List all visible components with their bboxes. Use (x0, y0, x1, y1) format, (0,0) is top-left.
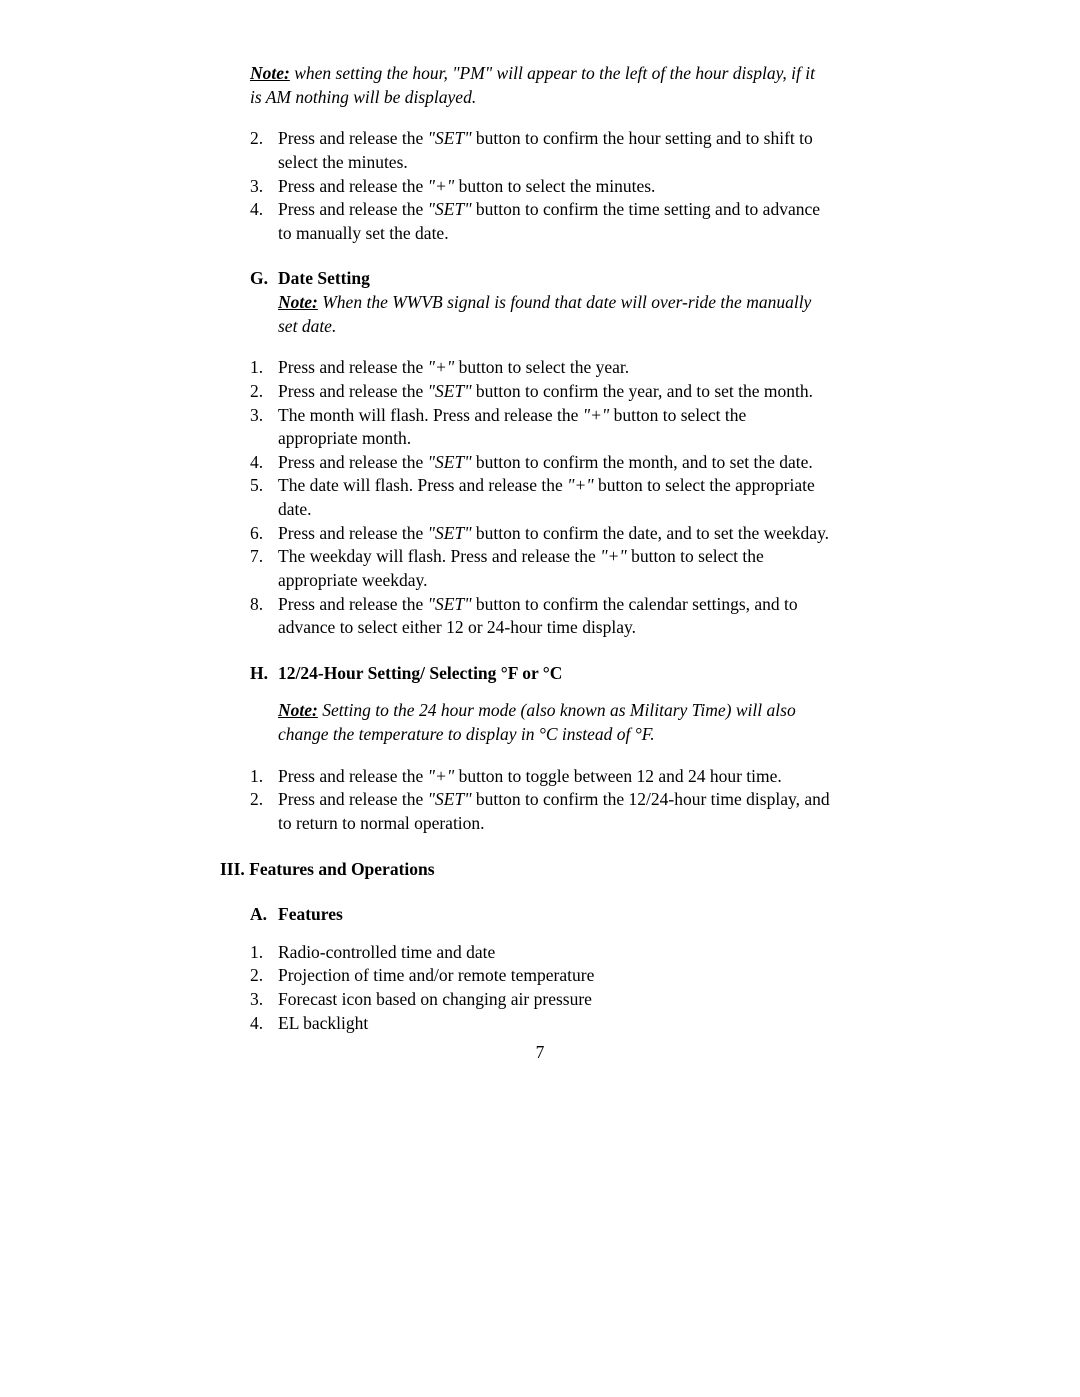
note-text: Setting to the 24 hour mode (also known … (278, 700, 796, 744)
note-label: Note: (250, 63, 290, 83)
hour-setting-list: 1.Press and release the "+" button to to… (250, 765, 830, 836)
list-item: 4.EL backlight (250, 1012, 830, 1036)
list-item: 5.The date will flash. Press and release… (250, 474, 830, 521)
list-item: 2. Press and release the "SET" button to… (250, 127, 830, 174)
item-number: 3. (250, 175, 278, 199)
features-list: 1.Radio-controlled time and date 2.Proje… (250, 941, 830, 1036)
list-item: 3.The month will flash. Press and releas… (250, 404, 830, 451)
list-item: 6.Press and release the "SET" button to … (250, 522, 830, 546)
item-text: Press and release the "+" button to sele… (278, 175, 830, 199)
page-number: 7 (250, 1041, 830, 1065)
item-text: Press and release the "SET" button to co… (278, 127, 830, 174)
section-title: Features and Operations (249, 859, 434, 879)
section-title: 12/24-Hour Setting/ Selecting °F or °C (278, 663, 562, 683)
list-item: 3.Forecast icon based on changing air pr… (250, 988, 830, 1012)
list-item: 2.Press and release the "SET" button to … (250, 788, 830, 835)
roman-numeral: III. (220, 859, 245, 879)
list-item: 4. Press and release the "SET" button to… (250, 198, 830, 245)
section-g-heading: G.Date Setting (250, 267, 830, 291)
item-number: 4. (250, 198, 278, 222)
section-letter: H. (250, 662, 278, 686)
section-title: Date Setting (278, 268, 370, 288)
list-item: 2.Press and release the "SET" button to … (250, 380, 830, 404)
section-letter: A. (250, 903, 278, 927)
list-item: 8.Press and release the "SET" button to … (250, 593, 830, 640)
note-label: Note: (278, 292, 318, 312)
list-item: 2.Projection of time and/or remote tempe… (250, 964, 830, 988)
list-item: 4.Press and release the "SET" button to … (250, 451, 830, 475)
date-setting-list: 1.Press and release the "+" button to se… (250, 356, 830, 640)
list-item: 1.Press and release the "+" button to to… (250, 765, 830, 789)
item-text: Press and release the "SET" button to co… (278, 198, 830, 245)
list-item: 1.Radio-controlled time and date (250, 941, 830, 965)
note-text: when setting the hour, "PM" will appear … (250, 63, 815, 107)
document-page: Note: when setting the hour, "PM" will a… (0, 0, 1080, 1065)
item-number: 2. (250, 127, 278, 151)
section-g-note: Note: When the WWVB signal is found that… (278, 291, 830, 338)
section-title: Features (278, 904, 343, 924)
note-label: Note: (278, 700, 318, 720)
list-item: 1.Press and release the "+" button to se… (250, 356, 830, 380)
time-setting-list: 2. Press and release the "SET" button to… (250, 127, 830, 245)
note-block: Note: when setting the hour, "PM" will a… (250, 62, 830, 109)
list-item: 7.The weekday will flash. Press and rele… (250, 545, 830, 592)
section-h-note: Note: Setting to the 24 hour mode (also … (278, 699, 830, 746)
section-iii-heading: III. Features and Operations (220, 858, 830, 882)
section-a-heading: A.Features (250, 903, 830, 927)
section-h-heading: H.12/24-Hour Setting/ Selecting °F or °C (250, 662, 830, 686)
note-text: When the WWVB signal is found that date … (278, 292, 811, 336)
section-letter: G. (250, 267, 278, 291)
list-item: 3. Press and release the "+" button to s… (250, 175, 830, 199)
